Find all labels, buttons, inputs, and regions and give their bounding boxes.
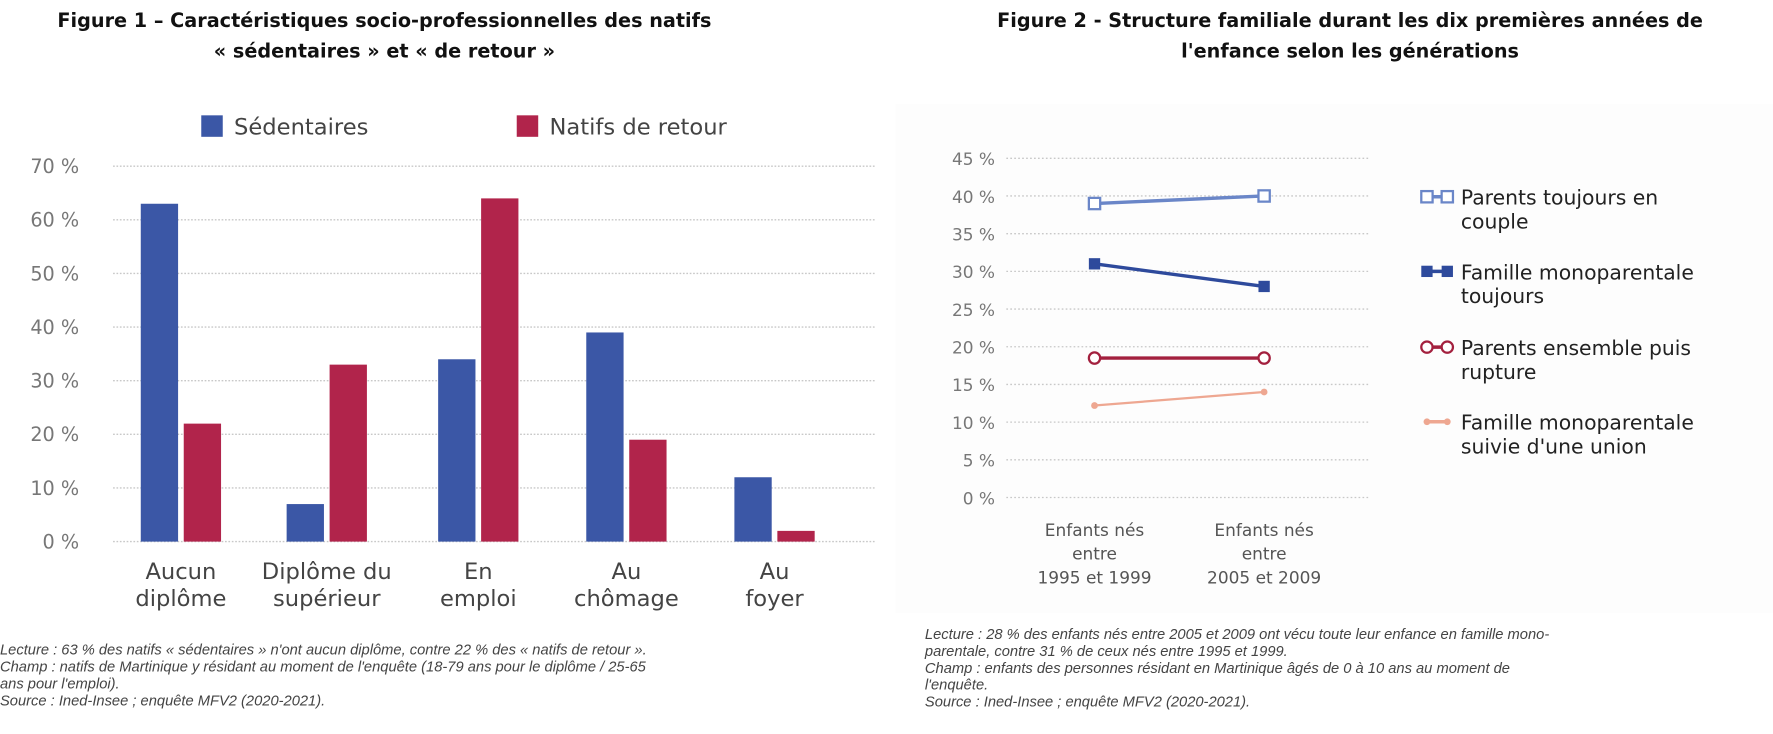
legend-label: Natifs de retour [550,115,728,141]
legend-label: Parents ensemble puis [1461,336,1691,360]
x-category-label: diplôme [135,586,226,612]
y-tick-label: 35 % [952,224,995,244]
x-category-label: entre [1242,544,1287,564]
y-tick-label: 15 % [952,375,995,395]
bar-sedentaires [140,203,179,542]
legend-marker [1420,189,1434,204]
bar-natifs-de-retour [481,198,519,542]
figure2-note-lecture-cont: parentale, contre 31 % de ceux nés entre… [924,642,1288,660]
y-tick-label: 10 % [952,413,995,433]
data-point [1087,351,1102,365]
series-line [1094,262,1265,289]
legend-marker [1441,265,1453,278]
bar-chart: 0 % 10 % 20 % 30 % 40 % 50 % 60 % 70 % Aucundipl… [30,115,877,612]
chart-background [895,104,1773,613]
figure2-notes: Lecture : 28 % des enfants nés entre 200… [925,625,1762,710]
y-tick-label: 40 % [952,187,995,207]
bar-natifs-de-retour [329,364,367,542]
legend-marker [1440,340,1455,354]
y-tick-label: 45 % [952,149,995,169]
y-tick-label: 25 % [952,300,995,320]
figure1-title-line2: « sédentaires » et « de retour » [213,40,556,64]
data-point [1087,196,1102,211]
data-point [1257,351,1271,365]
y-tick-label: 20 % [30,423,79,446]
series-line [1094,194,1265,206]
y-tick-label: 0 % [43,530,80,553]
legend-label: toujours [1461,284,1544,308]
x-category-label: entre [1072,544,1117,564]
x-category-label: Enfants nés [1045,520,1144,540]
y-tick-label: 30 % [952,262,995,282]
bar-natifs-de-retour [777,530,815,542]
series-line [1094,390,1265,407]
y-tick-label: 20 % [952,338,995,358]
legend-label: suivie d'une union [1461,434,1647,458]
figure1-note-source: Source : Ined-Insee ; enquête MFV2 (2020… [0,691,326,709]
x-category-label: 2005 et 2009 [1207,567,1321,587]
figure2-title: Figure 2 - Structure familiale durant le… [927,7,1773,68]
legend-label: Sédentaires [234,115,368,141]
x-category-label: emploi [440,586,517,612]
figure1-notes: Lecture : 63 % des natifs « sédentaires … [0,641,893,709]
data-point [1258,280,1270,293]
x-category-label: chômage [574,586,679,612]
y-tick-label: 10 % [30,477,79,500]
figure2-title-line1: Figure 2 - Structure familiale durant le… [997,10,1703,33]
figure1-title-line1: Figure 1 – Caractéristiques socio-profes… [57,10,712,33]
line-chart: 0 % 5 % 10 % 15 % 20 % 25 % 30 % 35 % 40 % 45 % En… [895,104,1773,613]
x-category-label: foyer [745,586,804,612]
legend-marker [1440,189,1455,204]
legend-label: couple [1461,209,1529,233]
legend-marker [1443,418,1451,426]
legend-label: Famille monoparentale [1461,411,1694,435]
figure2-title-line2: l'enfance selon les générations [1181,40,1519,64]
bar-sedentaires [438,359,476,542]
x-category-label: Diplôme du [262,559,392,585]
y-tick-label: 50 % [30,262,79,285]
y-tick-label: 60 % [30,209,79,232]
legend-marker [1420,340,1434,354]
figure1-note-champ: Champ : natifs de Martinique y résidant … [0,658,646,676]
legend-marker [1421,265,1433,278]
figure2-note-champ: Champ : enfants des personnes résidant e… [924,659,1510,677]
legend-label: Famille monoparentale [1461,260,1694,284]
data-point [1260,388,1268,396]
y-tick-label: 40 % [30,316,79,339]
bar-sedentaires [734,477,772,542]
data-point [1091,402,1098,409]
bar-sedentaires [586,332,624,542]
legend-label: rupture [1461,360,1536,384]
x-category-label: Au [612,559,642,585]
y-tick-label: 5 % [963,451,995,471]
figure2-note-champ-cont: l'enquête. [924,676,989,694]
bar-sedentaires [286,504,324,542]
bar-natifs-de-retour [629,439,667,542]
legend-swatch [516,115,539,137]
x-category-label: Aucun [145,559,216,585]
figure2-note-lecture: Lecture : 28 % des enfants nés entre 200… [924,625,1550,643]
y-tick-label: 30 % [30,370,79,393]
figure1-note-lecture: Lecture : 63 % des natifs « sédentaires … [0,641,647,659]
y-tick-label: 70 % [30,155,79,178]
data-point [1088,258,1101,270]
figure2-note-source: Source : Ined-Insee ; enquête MFV2 (2020… [924,693,1251,711]
x-category-label: 1995 et 1999 [1037,567,1151,587]
figure1-note-champ-cont: ans pour l'emploi). [0,675,120,692]
legend-swatch [201,115,223,137]
x-category-label: supérieur [273,586,381,612]
x-category-label: En [464,559,493,585]
x-category-label: Au [760,559,790,585]
y-tick-label: 0 % [963,488,995,508]
figure1-title: Figure 1 – Caractéristiques socio-profes… [0,7,769,68]
data-point [1257,189,1271,203]
x-category-label: Enfants nés [1214,520,1313,540]
legend-marker [1423,418,1431,426]
bar-natifs-de-retour [183,423,222,542]
legend-label: Parents toujours en [1461,186,1658,210]
